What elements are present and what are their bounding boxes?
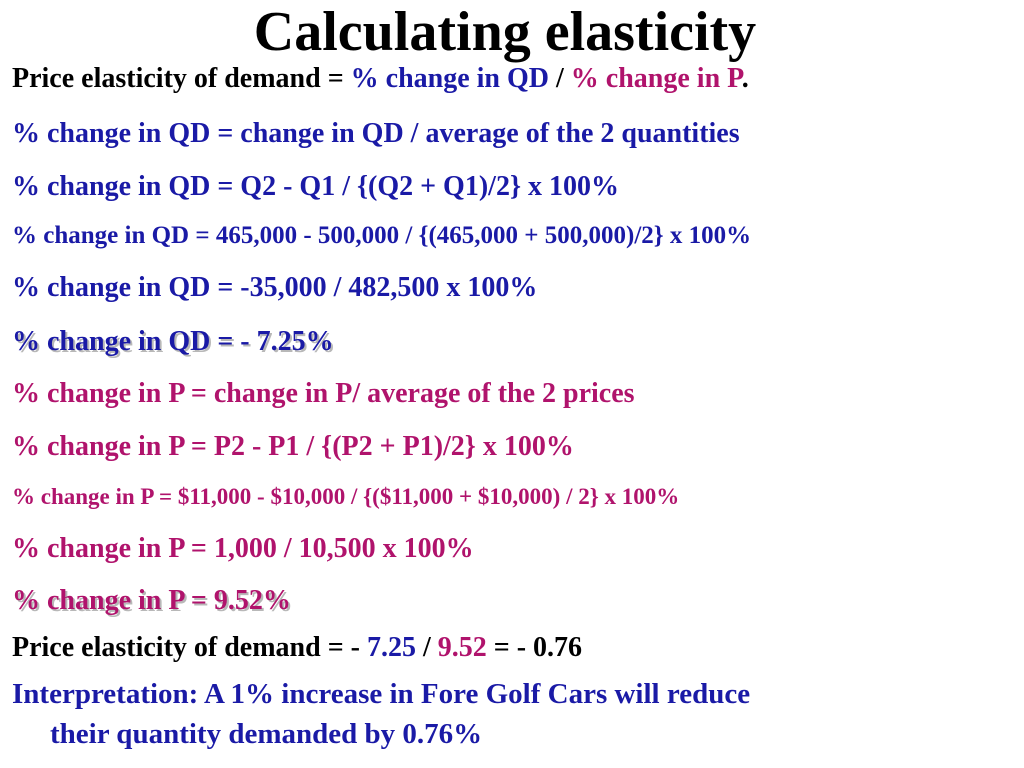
elasticity-result-line: Price elasticity of demand = - 7.25 / 9.… xyxy=(12,631,582,665)
p-formula-line: % change in P = P2 - P1 / {(P2 + P1)/2} … xyxy=(12,431,574,462)
result-p-value: 9.52 xyxy=(437,632,487,663)
p-definition-line: % change in P = change in P/ average of … xyxy=(12,378,635,409)
result-divider: / xyxy=(415,632,438,663)
result-qd-value: 7.25 xyxy=(366,632,416,663)
qd-result-line: % change in QD = - 7.25% xyxy=(12,326,334,357)
interpretation-line-2: their quantity demanded by 0.76% xyxy=(50,718,483,750)
formula-period: . xyxy=(741,63,749,94)
elasticity-formula-line: Price elasticity of demand = % change in… xyxy=(12,62,749,96)
result-label: Price elasticity of demand = - xyxy=(12,632,367,663)
p-result-line: % change in P = 9.52% xyxy=(12,585,291,616)
qd-fraction-line: % change in QD = -35,000 / 482,500 x 100… xyxy=(12,272,538,303)
slide-title: Calculating elasticity xyxy=(253,1,757,63)
qd-definition-line: % change in QD = change in QD / average … xyxy=(12,118,740,149)
interpretation: Interpretation: A 1% increase in Fore Go… xyxy=(12,674,1012,754)
p-fraction-line: % change in P = 1,000 / 10,500 x 100% xyxy=(12,533,474,564)
qd-substitution-line: % change in QD = 465,000 - 500,000 / {(4… xyxy=(12,222,752,249)
qd-formula-line: % change in QD = Q2 - Q1 / {(Q2 + Q1)/2}… xyxy=(12,171,619,202)
formula-label: Price elasticity of demand = xyxy=(12,63,351,94)
formula-divider: / xyxy=(549,63,571,94)
p-substitution-line: % change in P = $11,000 - $10,000 / {($1… xyxy=(12,484,680,509)
result-value: = - 0.76 xyxy=(486,632,583,663)
interpretation-line-1: Interpretation: A 1% increase in Fore Go… xyxy=(12,678,751,710)
formula-p-term: % change in P xyxy=(570,63,742,94)
formula-qd-term: % change in QD xyxy=(350,63,550,94)
